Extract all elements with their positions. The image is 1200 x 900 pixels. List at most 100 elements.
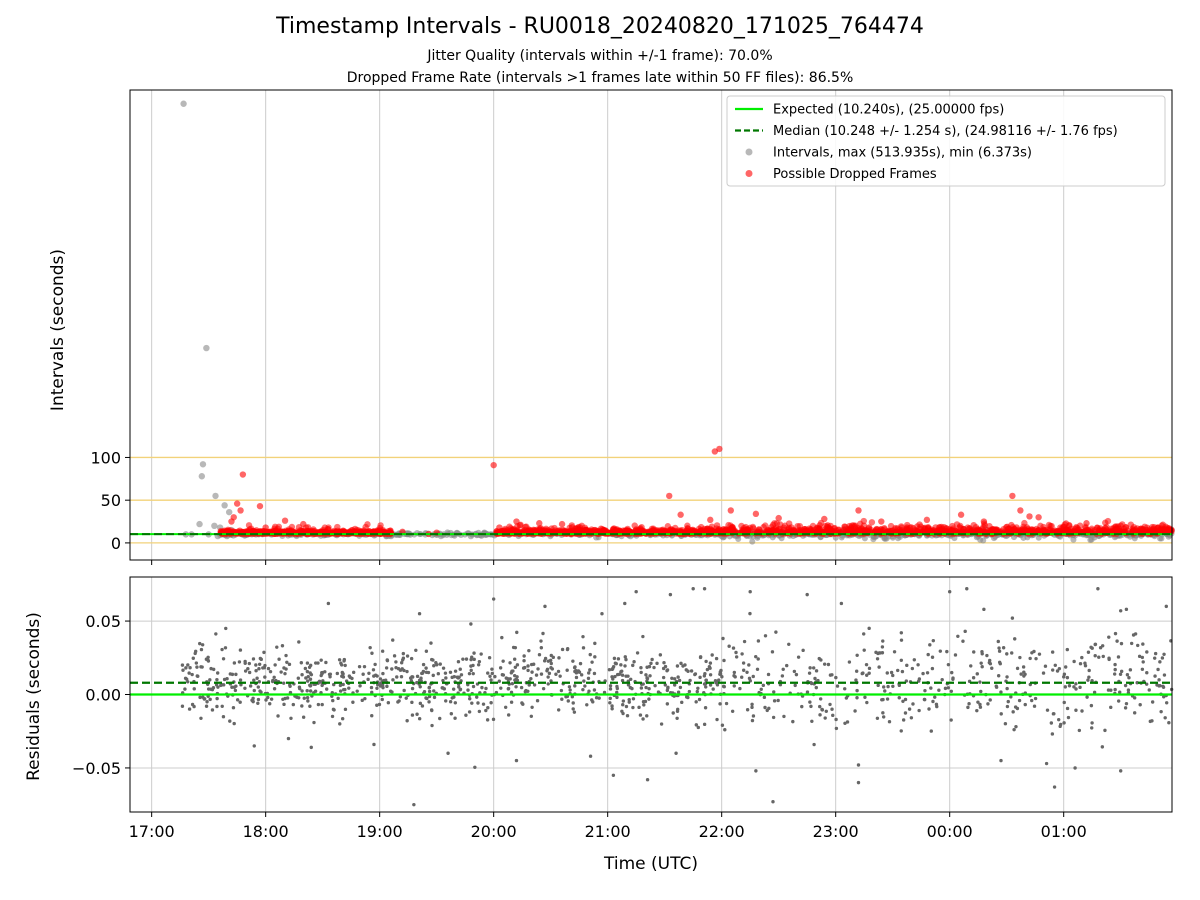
residual-point xyxy=(875,657,880,661)
residual-point xyxy=(949,689,954,693)
residual-point xyxy=(238,678,243,682)
residual-point xyxy=(862,632,866,636)
residual-point xyxy=(910,666,915,671)
residual-point xyxy=(573,684,577,688)
residual-point xyxy=(377,702,382,707)
residual-point xyxy=(854,678,858,682)
residual-point xyxy=(588,754,593,758)
residual-point xyxy=(708,661,713,665)
residual-point xyxy=(1113,687,1117,692)
residual-point xyxy=(635,651,640,655)
residual-point xyxy=(418,701,423,706)
residual-point xyxy=(343,707,348,712)
dropped-frame-point xyxy=(385,527,392,535)
residual-point xyxy=(734,655,739,659)
residual-point xyxy=(1090,721,1094,725)
residual-point xyxy=(424,666,428,670)
residual-point xyxy=(675,664,680,668)
residual-point xyxy=(432,689,436,693)
x-tick-label: 21:00 xyxy=(585,822,631,841)
residual-point xyxy=(415,674,420,679)
residual-point xyxy=(732,670,737,675)
residual-point xyxy=(222,683,226,687)
residual-point xyxy=(676,707,680,712)
residual-point xyxy=(800,704,804,709)
residual-point xyxy=(1062,721,1066,725)
residual-point xyxy=(641,682,645,686)
residual-point xyxy=(812,742,816,747)
residual-point xyxy=(568,688,572,692)
residual-point xyxy=(458,687,463,692)
residual-point xyxy=(392,654,397,658)
residual-point xyxy=(881,711,885,715)
residual-point xyxy=(506,677,510,681)
residual-point xyxy=(501,673,506,677)
residual-point xyxy=(187,671,191,675)
residual-point xyxy=(1072,685,1076,689)
residual-point xyxy=(733,675,737,679)
residual-point xyxy=(847,660,852,664)
residual-point xyxy=(514,685,518,689)
residual-point xyxy=(455,675,460,679)
residual-point xyxy=(921,671,925,676)
residual-point xyxy=(424,649,429,653)
residual-point xyxy=(308,704,312,708)
residual-point xyxy=(391,638,395,642)
residual-point xyxy=(512,657,517,661)
dropped-frame-point xyxy=(948,526,955,534)
dropped-frame-point xyxy=(536,520,543,527)
residual-point xyxy=(648,674,652,678)
residual-point xyxy=(945,649,949,654)
residual-point xyxy=(1136,643,1140,648)
residual-point xyxy=(856,780,861,785)
residual-point xyxy=(627,700,631,704)
residual-point xyxy=(546,659,551,663)
residual-point xyxy=(623,601,627,606)
residual-point xyxy=(305,669,310,674)
residual-point xyxy=(631,663,635,668)
residual-point xyxy=(342,659,346,663)
residual-point xyxy=(484,686,488,691)
residual-point xyxy=(1113,667,1117,672)
residual-point xyxy=(572,710,577,714)
residual-point xyxy=(556,708,561,712)
residual-point xyxy=(704,678,708,682)
residual-point xyxy=(1100,745,1105,749)
residual-point xyxy=(300,704,304,708)
residual-point xyxy=(472,651,476,655)
residual-point xyxy=(325,687,329,691)
residual-point xyxy=(441,686,445,690)
residual-point xyxy=(308,684,313,688)
residual-point xyxy=(713,679,718,683)
residual-point xyxy=(391,678,395,682)
residual-point xyxy=(1129,641,1134,646)
residual-point xyxy=(887,720,892,724)
residual-point xyxy=(208,678,212,682)
residual-point xyxy=(558,674,562,678)
residual-point xyxy=(235,698,240,702)
residual-point xyxy=(943,686,948,691)
residual-point xyxy=(1062,675,1066,679)
dropped-frame-point xyxy=(285,527,292,535)
residual-point xyxy=(961,639,965,643)
dropped-frame-point xyxy=(1062,520,1070,527)
residual-point xyxy=(1164,701,1169,705)
residual-point xyxy=(985,653,989,658)
residual-point xyxy=(299,661,304,665)
residual-point xyxy=(192,687,196,691)
x-tick-label: 22:00 xyxy=(699,822,745,841)
residual-point xyxy=(266,666,271,671)
residual-point xyxy=(862,648,866,652)
residual-point xyxy=(710,653,714,657)
residual-point xyxy=(1141,660,1145,664)
interval-point xyxy=(1070,536,1077,543)
residual-point xyxy=(791,719,795,724)
residual-point xyxy=(448,670,453,674)
residual-point xyxy=(1080,655,1084,660)
residual-point xyxy=(611,666,615,671)
residual-point xyxy=(831,713,835,718)
residual-point xyxy=(750,702,754,707)
residual-point xyxy=(238,700,242,704)
residual-point xyxy=(491,717,496,722)
residual-point xyxy=(539,639,543,643)
